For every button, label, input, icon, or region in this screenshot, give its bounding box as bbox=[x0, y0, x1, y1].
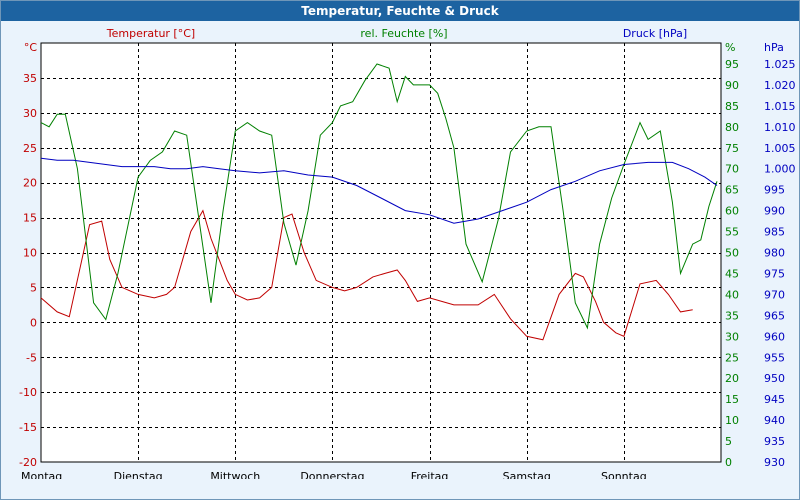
pressure-tick-label: 985 bbox=[764, 226, 785, 239]
pressure-tick-label: 1.010 bbox=[764, 121, 796, 134]
pressure-tick-label: 1.015 bbox=[764, 100, 796, 113]
series-line-humidity bbox=[40, 63, 718, 330]
pressure-tick-label: 1.025 bbox=[764, 58, 796, 71]
humidity-tick-label: 55 bbox=[725, 226, 739, 239]
temperature-axis-label: Temperatur [°C] bbox=[106, 27, 195, 40]
pressure-tick-label: 965 bbox=[764, 309, 785, 322]
temperature-tick-label: 35 bbox=[23, 72, 37, 85]
temperature-tick-label: 25 bbox=[23, 142, 37, 155]
humidity-tick-label: 0 bbox=[725, 456, 732, 469]
temperature-tick-label: 30 bbox=[23, 107, 37, 120]
pressure-tick-label: 990 bbox=[764, 205, 785, 218]
humidity-tick-label: 95 bbox=[725, 58, 739, 71]
temperature-tick-label: -20 bbox=[19, 456, 37, 469]
pressure-tick-label: 960 bbox=[764, 330, 785, 343]
plot-area bbox=[40, 42, 722, 463]
x-tick-day: Freitag bbox=[411, 470, 449, 479]
humidity-axis-label: rel. Feuchte [%] bbox=[360, 27, 447, 40]
pressure-tick-label: 1.020 bbox=[764, 79, 796, 92]
temperature-tick-label: -15 bbox=[19, 421, 37, 434]
pressure-axis-label: Druck [hPa] bbox=[623, 27, 687, 40]
humidity-tick-label: 30 bbox=[725, 330, 739, 343]
x-tick-day: Montag bbox=[21, 470, 62, 479]
title-bar: Temperatur, Feuchte & Druck bbox=[1, 1, 799, 21]
x-tick-day: Sonntag bbox=[601, 470, 647, 479]
x-tick-day: Donnerstag bbox=[300, 470, 364, 479]
humidity-tick-label: 60 bbox=[725, 205, 739, 218]
temperature-tick-label: -10 bbox=[19, 386, 37, 399]
pressure-tick-label: 970 bbox=[764, 288, 785, 301]
temperature-tick-label: 0 bbox=[30, 316, 37, 329]
humidity-tick-label: 75 bbox=[725, 142, 739, 155]
pressure-tick-label: 1.005 bbox=[764, 142, 796, 155]
x-tick-day: Mittwoch bbox=[210, 470, 260, 479]
pressure-tick-label: 955 bbox=[764, 351, 785, 364]
humidity-tick-label: 35 bbox=[725, 309, 739, 322]
humidity-tick-label: 15 bbox=[725, 393, 739, 406]
temperature-tick-label: 15 bbox=[23, 212, 37, 225]
humidity-unit-label: % bbox=[725, 41, 735, 54]
temperature-tick-label: 20 bbox=[23, 177, 37, 190]
humidity-tick-label: 20 bbox=[725, 372, 739, 385]
humidity-tick-label: 90 bbox=[725, 79, 739, 92]
pressure-tick-label: 935 bbox=[764, 435, 785, 448]
pressure-tick-label: 995 bbox=[764, 184, 785, 197]
humidity-tick-label: 80 bbox=[725, 121, 739, 134]
humidity-tick-label: 10 bbox=[725, 414, 739, 427]
series-line-temperature bbox=[40, 209, 693, 341]
temperature-tick-label: 5 bbox=[30, 281, 37, 294]
series-line-pressure bbox=[40, 157, 718, 224]
humidity-tick-label: 65 bbox=[725, 184, 739, 197]
pressure-tick-label: 950 bbox=[764, 372, 785, 385]
pressure-tick-label: 945 bbox=[764, 393, 785, 406]
humidity-tick-label: 25 bbox=[725, 351, 739, 364]
pressure-tick-label: 940 bbox=[764, 414, 785, 427]
chart-title: Temperatur, Feuchte & Druck bbox=[301, 4, 499, 18]
pressure-unit-label: hPa bbox=[764, 41, 784, 54]
humidity-tick-label: 70 bbox=[725, 163, 739, 176]
pressure-tick-label: 975 bbox=[764, 267, 785, 280]
humidity-tick-label: 45 bbox=[725, 267, 739, 280]
chart-canvas: 35302520151050-5-10-15-20°C9590858075706… bbox=[19, 27, 796, 479]
temperature-tick-label: -5 bbox=[26, 351, 37, 364]
pressure-tick-label: 980 bbox=[764, 247, 785, 260]
x-tick-day: Samstag bbox=[503, 470, 551, 479]
humidity-tick-label: 40 bbox=[725, 288, 739, 301]
pressure-tick-label: 1.000 bbox=[764, 163, 796, 176]
temperature-unit-label: °C bbox=[24, 41, 38, 54]
pressure-tick-label: 930 bbox=[764, 456, 785, 469]
humidity-tick-label: 85 bbox=[725, 100, 739, 113]
x-tick-day: Dienstag bbox=[114, 470, 163, 479]
humidity-tick-label: 5 bbox=[725, 435, 732, 448]
humidity-tick-label: 50 bbox=[725, 247, 739, 260]
temperature-tick-label: 10 bbox=[23, 247, 37, 260]
